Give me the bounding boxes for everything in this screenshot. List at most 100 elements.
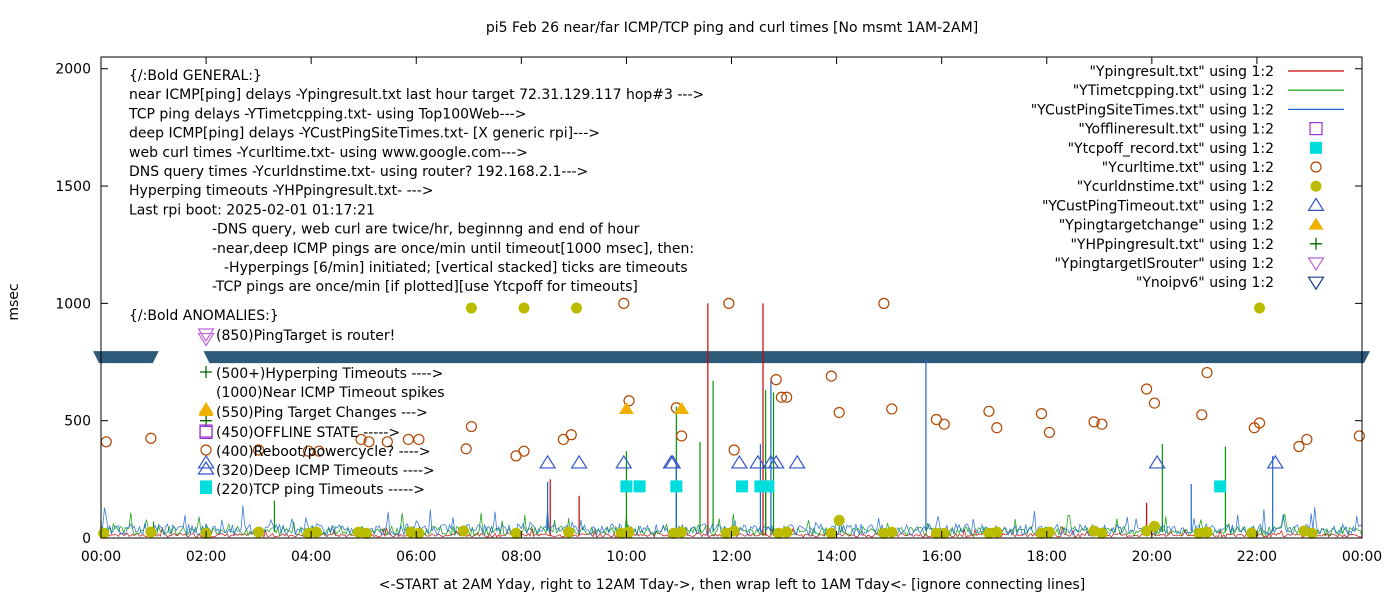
data-point (623, 526, 635, 538)
data-point (570, 454, 588, 469)
y-tick-label: 1500 (55, 179, 91, 195)
data-point (825, 370, 837, 382)
annotation-general-line: web curl times -Ycurltime.txt- using www… (129, 145, 528, 161)
data-point (355, 433, 367, 446)
x-tick-label: 14:00 (816, 549, 856, 565)
x-tick-label: 10:00 (606, 549, 646, 565)
data-point (518, 302, 530, 314)
legend-label: "Ypingresult.txt" using 1:2 (1089, 64, 1274, 80)
data-point (633, 480, 646, 493)
data-point (98, 527, 110, 539)
data-point (886, 403, 898, 415)
data-point (674, 401, 690, 414)
annotation-general-line: {/:Bold GENERAL:} (129, 68, 262, 84)
x-tick-label: 00:00 (1342, 549, 1382, 565)
data-point (1148, 397, 1161, 409)
annotation-general-line: near ICMP[ping] delays -Ypingresult.txt … (129, 87, 704, 103)
data-point (253, 444, 265, 456)
legend: "Ypingresult.txt" using 1:2 "YTimetcpping… (1031, 64, 1344, 291)
data-point (571, 302, 583, 314)
data-point (539, 454, 557, 469)
data-point (618, 297, 630, 309)
annotation-general-line: deep ICMP[ping] delays -YCustPingSiteTim… (129, 126, 600, 142)
annotation-anomaly-line: (320)Deep ICMP Timeouts ----> (216, 463, 435, 479)
data-point (749, 454, 767, 469)
data-point (145, 432, 157, 444)
data-point (615, 454, 633, 469)
data-point (675, 430, 688, 442)
data-point (991, 526, 1003, 538)
annotation-general-line: Hyperping timeouts -YHPpingresult.txt- -… (129, 183, 434, 199)
data-point (565, 429, 577, 441)
data-point (413, 527, 425, 539)
legend-label: "Ycurltime.txt" using 1:2 (1102, 160, 1274, 176)
data-point (1140, 383, 1153, 395)
data-point (728, 444, 740, 456)
data-point (1035, 408, 1048, 420)
markers-layer (98, 297, 1365, 539)
data-point (253, 526, 265, 538)
legend-label: "YCustPingTimeout.txt" using 1:2 (1042, 198, 1274, 214)
data-point (767, 454, 785, 469)
annotation-anomaly-icon (197, 328, 215, 343)
annotation-anomaly-line: (500+)Hyperping Timeouts ----> (216, 366, 443, 382)
data-point (197, 454, 215, 469)
noipv6-band (203, 351, 1370, 364)
x-axis-label: <-START at 2AM Yday, right to 12AM Tday-… (379, 577, 1085, 593)
data-point (1353, 430, 1365, 442)
data-point (781, 526, 793, 538)
legend-marker (1310, 237, 1322, 250)
legend-label: "YpingtargetISrouter" using 1:2 (1054, 256, 1274, 272)
annotation-general-line: -TCP pings are once/min [if plotted][use… (212, 279, 638, 295)
data-point (1253, 417, 1266, 429)
data-point (1096, 527, 1108, 539)
data-point (363, 436, 375, 448)
data-point (1096, 418, 1108, 430)
annotation-anomaly-line: (1000)Near ICMP Timeout spikes (216, 385, 445, 401)
data-point (458, 525, 470, 537)
annotation-anomaly-icon (200, 444, 212, 456)
annotation-anomaly-icon (200, 482, 212, 494)
data-point (770, 374, 782, 386)
legend-marker (1310, 180, 1322, 192)
data-point (510, 527, 522, 539)
y-axis-label: msec (6, 283, 22, 320)
data-point (1254, 302, 1266, 314)
data-point (664, 454, 682, 469)
x-tick-label: 08:00 (501, 549, 541, 565)
legend-marker (1308, 217, 1324, 230)
data-point (310, 526, 322, 538)
y-tick-label: 0 (82, 531, 91, 547)
legend-label: "YHPpingresult.txt" using 1:2 (1070, 237, 1274, 253)
legend-label: "Ynoipv6" using 1:2 (1136, 275, 1274, 291)
annotation-anomaly-icon (197, 460, 215, 475)
data-point (413, 433, 425, 446)
data-point (620, 480, 633, 493)
data-point (1088, 416, 1100, 428)
annotation-general-line: -DNS query, web curl are twice/hr, begin… (212, 222, 640, 238)
data-point (723, 297, 735, 309)
data-point (313, 445, 325, 457)
y-tick-label: 1000 (55, 296, 91, 312)
y-tick-label: 2000 (55, 62, 91, 78)
legend-label: "Ycurldnstime.txt" using 1:2 (1077, 179, 1274, 195)
legend-marker (1310, 161, 1322, 173)
chart-title: pi5 Feb 26 near/far ICMP/TCP ping and cu… (486, 20, 978, 36)
data-point (728, 525, 740, 537)
legend-label: "YCustPingSiteTimes.txt" using 1:2 (1031, 102, 1274, 118)
y-tick-label: 500 (64, 414, 91, 430)
data-point (781, 391, 793, 403)
annotation-anomaly-line: (220)TCP ping Timeouts -----> (216, 482, 425, 498)
data-point (360, 527, 372, 539)
data-point (762, 480, 775, 493)
data-point (100, 436, 112, 448)
data-point (886, 526, 898, 538)
axes-layer: 0 500 1000 1500 2000 00:00 02:00 04:00 06:00 08:0… (55, 56, 1382, 565)
legend-marker (1307, 197, 1325, 211)
annotation-anomaly-line: {/:Bold ANOMALIES:} (129, 308, 279, 324)
data-point (1043, 426, 1055, 439)
noipv6-band (93, 351, 159, 364)
x-tick-label: 16:00 (921, 549, 961, 565)
legend-marker (1307, 257, 1325, 272)
